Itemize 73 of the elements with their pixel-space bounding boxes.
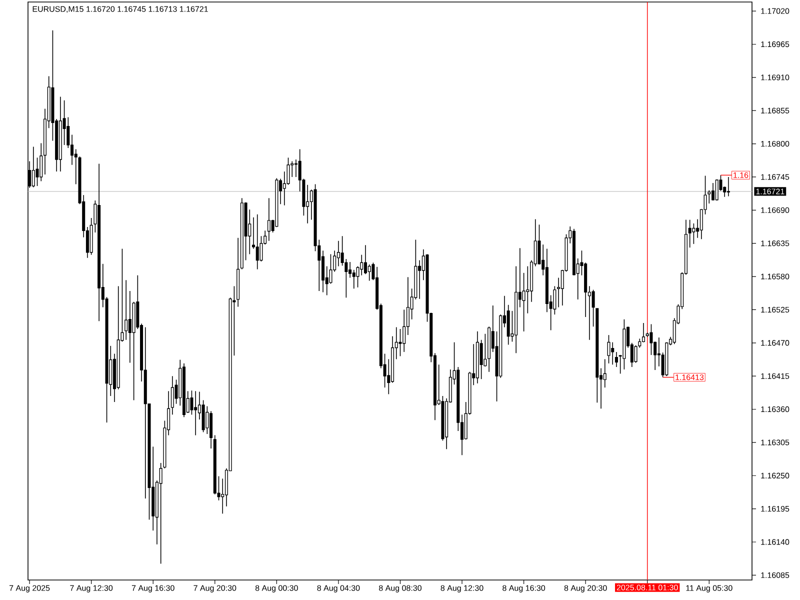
y-tick-label: 1.16250 (761, 472, 790, 478)
candlestick (368, 264, 371, 282)
y-tick-label: 1.16800 (761, 140, 790, 147)
x-tick-label: 7 Aug 20:30 (194, 585, 236, 592)
y-tick-label: 1.16140 (761, 539, 790, 545)
x-tick-label: 2025.08.11 01:30 (616, 584, 678, 590)
x-tick-label: 8 Aug 12:30 (440, 585, 484, 592)
candlestick (611, 342, 614, 366)
y-tick-label: 1.16195 (761, 506, 790, 512)
y-tick-label: 1.17020 (761, 8, 790, 14)
candlestick (40, 142, 43, 182)
candlestick (712, 182, 715, 201)
chart-title: EURUSD,M15 1.16720 1.16745 1.16713 1.16721 (32, 6, 208, 13)
candlestick (592, 289, 595, 327)
candlestick (418, 260, 422, 300)
candlestick (607, 334, 610, 364)
y-tick-label: 1.16525 (761, 306, 790, 313)
candlestick (352, 269, 356, 289)
candlestick (336, 240, 340, 267)
candlestick (360, 254, 364, 276)
candlestick (170, 376, 174, 416)
y-tick-label: 1.16910 (761, 74, 790, 80)
y-tick-label: 1.16855 (761, 108, 790, 114)
candlestick (256, 214, 259, 270)
y-tick-label: 1.16635 (761, 240, 790, 246)
candlestick (36, 157, 39, 186)
y-tick-label: 1.16470 (761, 340, 790, 346)
candlestick (32, 146, 35, 188)
ref-line-label: 1.16721 (756, 188, 784, 194)
annotation: 1.16413 (676, 374, 704, 380)
y-tick-label: 1.16305 (761, 440, 790, 446)
candlestick (128, 290, 132, 364)
y-tick-label: 1.16415 (761, 373, 790, 379)
y-tick-label: 1.16360 (761, 406, 790, 412)
candlestick (650, 324, 653, 356)
y-tick-label: 1.16690 (761, 207, 790, 213)
candlestick (348, 262, 352, 278)
candlestick (364, 244, 367, 275)
candlestick (194, 390, 198, 436)
candlestick (206, 406, 209, 434)
candlestick (526, 266, 530, 314)
candlestick (124, 280, 128, 340)
candlestick (715, 178, 718, 201)
candlestick (402, 309, 406, 352)
candlestick (522, 272, 526, 332)
candlestick (726, 176, 730, 197)
x-tick-label: 7 Aug 12:30 (70, 585, 113, 592)
candlestick (603, 358, 606, 388)
y-tick-label: 1.16745 (761, 174, 790, 180)
y-tick-label: 1.16580 (761, 274, 790, 280)
x-tick-label: 8 Aug 04:30 (317, 585, 360, 592)
candlestick (553, 286, 556, 315)
candlestick (480, 339, 483, 380)
candlestick (614, 352, 618, 368)
x-tick-label: 7 Aug 16:30 (132, 585, 174, 592)
x-tick-label: 8 Aug 00:30 (255, 585, 298, 592)
x-tick-label: 8 Aug 20:30 (564, 585, 607, 592)
candlestick (484, 333, 487, 367)
candlestick (267, 198, 270, 242)
text: 1.16 (734, 172, 748, 178)
candlestick (159, 462, 162, 564)
x-tick-label: 11 Aug 05:30 (686, 585, 732, 592)
candlestick (688, 219, 692, 248)
x-tick-label: 8 Aug 08:30 (379, 585, 422, 592)
x-tick-label: 7 Aug 2025 (9, 585, 50, 592)
y-tick-label: 1.16965 (761, 41, 790, 48)
candlestick (190, 390, 194, 416)
candlestick (286, 157, 290, 186)
y-tick-label: 1.16085 (761, 572, 790, 578)
x-tick-label: 8 Aug 16:30 (502, 585, 546, 592)
candlestick (642, 322, 646, 343)
candlestick (692, 223, 696, 244)
candlestick (398, 328, 402, 357)
